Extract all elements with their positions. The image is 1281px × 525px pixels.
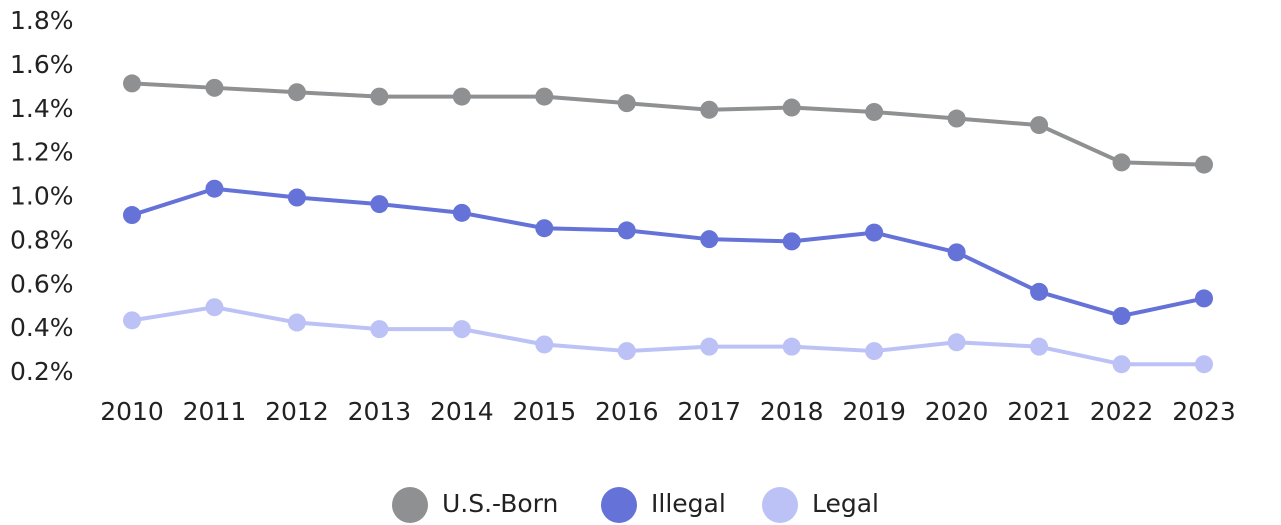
data-point: [700, 337, 719, 356]
data-point: [782, 232, 801, 251]
legend-swatch: [762, 487, 798, 523]
data-point: [947, 333, 966, 352]
data-point: [535, 219, 554, 238]
data-point: [947, 109, 966, 128]
y-tick-label: 1.0%: [10, 182, 74, 211]
legend-label: Illegal: [651, 489, 726, 518]
data-point: [370, 195, 389, 214]
y-tick-label: 1.2%: [10, 138, 74, 167]
data-point: [452, 320, 471, 339]
x-tick-label: 2018: [760, 397, 824, 426]
data-point: [1195, 355, 1213, 374]
data-point: [700, 230, 719, 249]
data-point: [617, 221, 636, 240]
x-tick-label: 2017: [677, 397, 741, 426]
y-tick-label: 0.8%: [10, 225, 74, 254]
x-tick-label: 2010: [100, 397, 164, 426]
x-tick-label: 2020: [925, 397, 989, 426]
x-tick-label: 2021: [1007, 397, 1071, 426]
x-tick-label: 2019: [842, 397, 906, 426]
data-point: [205, 179, 224, 198]
y-tick-label: 1.4%: [10, 94, 74, 123]
data-point: [1112, 355, 1131, 374]
y-tick-label: 1.6%: [10, 50, 74, 79]
data-point: [1195, 289, 1213, 308]
data-point: [535, 87, 554, 106]
data-point: [370, 320, 389, 339]
data-point: [1030, 282, 1049, 301]
x-tick-label: 2014: [430, 397, 494, 426]
data-point: [782, 337, 801, 356]
data-point: [1195, 155, 1213, 174]
data-point: [123, 311, 141, 330]
x-tick-label: 2016: [595, 397, 659, 426]
y-tick-label: 0.4%: [10, 313, 74, 342]
data-point: [287, 313, 306, 332]
data-point: [865, 342, 884, 361]
data-point: [1112, 153, 1131, 172]
data-point: [205, 298, 224, 317]
data-point: [205, 78, 224, 97]
data-point: [535, 335, 554, 354]
data-point: [1030, 337, 1049, 356]
data-point: [287, 188, 306, 207]
data-point: [865, 223, 884, 242]
x-tick-label: 2011: [183, 397, 247, 426]
series-line: [131, 81, 1205, 167]
y-tick-label: 1.8%: [10, 6, 74, 35]
data-point: [452, 203, 471, 222]
series-line: [131, 186, 1205, 318]
x-tick-label: 2013: [348, 397, 412, 426]
y-tick-label: 0.6%: [10, 269, 74, 298]
x-tick-label: 2022: [1090, 397, 1154, 426]
data-point: [1030, 116, 1049, 135]
data-point: [865, 102, 884, 121]
data-point: [370, 87, 389, 106]
x-tick-label: 2015: [512, 397, 576, 426]
data-point: [947, 243, 966, 262]
data-point: [287, 83, 306, 102]
legend-label: Legal: [812, 489, 879, 518]
x-tick-label: 2023: [1172, 397, 1236, 426]
data-point: [123, 74, 141, 93]
x-tick-label: 2012: [265, 397, 329, 426]
data-point: [123, 206, 141, 225]
data-point: [782, 98, 801, 117]
data-point: [452, 87, 471, 106]
y-tick-label: 0.2%: [10, 357, 74, 386]
series-line: [131, 305, 1204, 367]
data-point: [617, 94, 636, 113]
data-point: [617, 342, 636, 361]
legend-swatch: [601, 487, 637, 523]
data-point: [700, 100, 719, 119]
data-point: [1112, 306, 1131, 325]
legend-swatch: [392, 487, 428, 523]
legend-label: U.S.-Born: [442, 489, 558, 518]
